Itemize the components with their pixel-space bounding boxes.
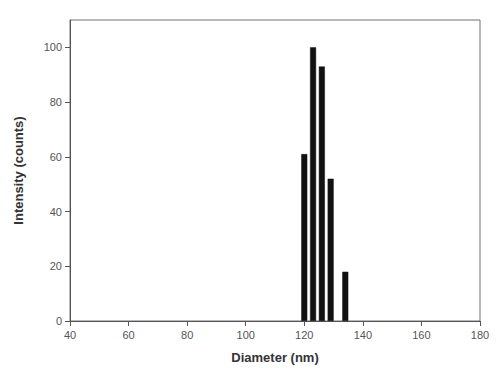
svg-text:Intensity (counts): Intensity (counts)	[11, 116, 26, 224]
svg-text:60: 60	[122, 329, 134, 341]
svg-text:80: 80	[181, 329, 193, 341]
svg-text:40: 40	[50, 206, 62, 218]
svg-text:160: 160	[412, 329, 430, 341]
svg-text:60: 60	[50, 151, 62, 163]
svg-text:100: 100	[44, 41, 62, 53]
svg-text:80: 80	[50, 96, 62, 108]
svg-text:100: 100	[237, 329, 255, 341]
svg-text:Diameter (nm): Diameter (nm)	[231, 350, 318, 365]
svg-text:120: 120	[295, 329, 313, 341]
svg-text:0: 0	[56, 315, 62, 327]
svg-text:40: 40	[64, 329, 76, 341]
svg-text:140: 140	[354, 329, 372, 341]
svg-text:180: 180	[471, 329, 489, 341]
svg-text:20: 20	[50, 260, 62, 272]
